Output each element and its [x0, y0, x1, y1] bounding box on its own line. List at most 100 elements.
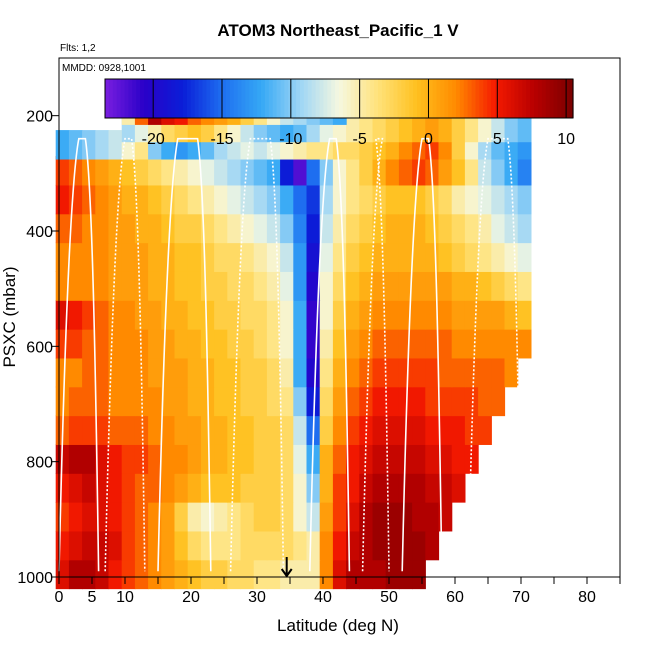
heatmap-cell — [121, 271, 136, 301]
heatmap-cell — [108, 386, 123, 417]
heatmap-cell — [174, 329, 189, 359]
heatmap-cell — [425, 473, 440, 503]
heatmap-cell — [121, 473, 136, 503]
heatmap-cell — [240, 156, 255, 186]
heatmap-cell — [121, 559, 136, 590]
heatmap-cell — [82, 444, 96, 474]
colorbar-swatch — [124, 79, 129, 118]
heatmap-cell — [200, 329, 215, 359]
heatmap-cell — [280, 357, 294, 388]
heatmap-cell — [266, 329, 281, 359]
heatmap-cell — [134, 559, 149, 590]
heatmap-cell — [425, 300, 440, 330]
x-tick-label: 60 — [446, 589, 464, 606]
heatmap-cell — [346, 184, 360, 215]
heatmap-cell — [55, 184, 70, 215]
heatmap-cell — [319, 184, 334, 215]
heatmap-cell — [134, 473, 149, 503]
colorbar-swatch — [276, 79, 282, 118]
heatmap-cell — [214, 386, 228, 417]
colorbar-swatch — [459, 79, 465, 118]
x-tick-label: 70 — [512, 589, 530, 606]
heatmap-cell — [187, 357, 202, 388]
colorbar-swatch — [471, 79, 477, 118]
heatmap-cell — [240, 386, 255, 417]
heatmap-cell — [253, 386, 268, 417]
colorbar-swatch — [319, 79, 324, 118]
heatmap-cell — [293, 559, 308, 590]
heatmap-cell — [385, 473, 400, 503]
heatmap-cell — [95, 559, 110, 590]
colorbar-swatch — [268, 79, 274, 118]
heatmap-cell — [134, 502, 149, 532]
colorbar-swatch — [296, 79, 301, 118]
heatmap-cells — [55, 95, 532, 590]
heatmap-cell — [385, 242, 400, 272]
colorbar-swatch — [136, 79, 141, 118]
heatmap-cell — [240, 329, 255, 359]
colorbar-swatch — [432, 79, 438, 118]
heatmap-cell — [266, 559, 281, 590]
heatmap-cell — [306, 502, 321, 532]
heatmap-cell — [398, 156, 413, 186]
heatmap-cell — [491, 112, 506, 143]
heatmap-cell — [332, 329, 347, 359]
heatmap-cell — [214, 415, 228, 445]
colorbar-swatch — [444, 79, 449, 118]
heatmap-cell — [214, 300, 228, 330]
heatmap-cell — [478, 112, 492, 143]
heatmap-cell — [451, 444, 466, 474]
heatmap-cell — [227, 473, 242, 503]
heatmap-cell — [121, 329, 136, 359]
heatmap-cell — [438, 444, 453, 474]
heatmap-cell — [161, 213, 176, 244]
heatmap-cell — [82, 386, 96, 417]
heatmap-cell — [425, 357, 440, 388]
heatmap-cell — [266, 184, 281, 215]
colorbar-swatch — [370, 79, 375, 118]
heatmap-cell — [293, 502, 308, 532]
heatmap-cell — [372, 242, 387, 272]
colorbar-swatch — [245, 79, 250, 118]
chart-title: ATOM3 Northeast_Pacific_1 V — [217, 21, 459, 40]
heatmap-cell — [517, 156, 532, 186]
heatmap-cell — [253, 530, 268, 561]
colorbar-swatch — [335, 79, 340, 118]
heatmap-cell — [425, 184, 440, 215]
heatmap-cell — [478, 213, 492, 244]
heatmap-cell — [517, 271, 532, 301]
heatmap-cell — [319, 329, 334, 359]
heatmap-cell — [438, 242, 453, 272]
heatmap-cell — [398, 213, 413, 244]
heatmap-cell — [306, 530, 321, 561]
heatmap-cell — [372, 329, 387, 359]
heatmap-cell — [200, 184, 215, 215]
heatmap-cell — [438, 184, 453, 215]
heatmap-cell — [253, 300, 268, 330]
colorbar-swatch — [452, 79, 457, 118]
heatmap-cell — [346, 156, 360, 186]
y-tick-label: 600 — [26, 339, 53, 356]
heatmap-cell — [293, 156, 308, 186]
heatmap-cell — [200, 502, 215, 532]
heatmap-cell — [266, 444, 281, 474]
colorbar-swatch — [144, 79, 149, 118]
heatmap-cell — [227, 156, 242, 186]
colorbar-swatch — [112, 79, 118, 118]
colorbar-swatch — [257, 79, 262, 118]
colorbar-swatch — [249, 79, 254, 118]
heatmap-cell — [121, 444, 136, 474]
x-tick-label: 30 — [248, 589, 266, 606]
heatmap-cell — [372, 184, 387, 215]
colorbar-swatch — [545, 79, 551, 118]
heatmap-cell — [214, 530, 228, 561]
heatmap-cell — [504, 329, 519, 359]
heatmap-cell — [478, 184, 492, 215]
colorbar-swatch — [413, 79, 418, 118]
heatmap-cell — [227, 184, 242, 215]
colorbar-swatch — [105, 79, 110, 118]
heatmap-cell — [478, 271, 492, 301]
colorbar-swatch — [456, 79, 461, 118]
heatmap-cell — [464, 112, 479, 143]
heatmap-cell — [200, 300, 215, 330]
